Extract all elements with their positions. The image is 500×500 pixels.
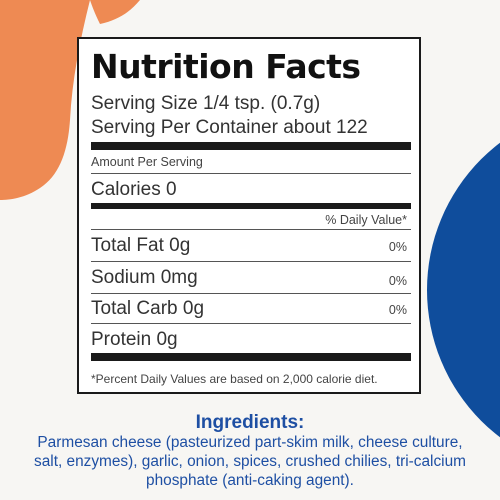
nutrient-daily-value: 0% [388,303,407,317]
divider [91,293,411,294]
footnote: *Percent Daily Values are based on 2,000… [91,372,378,386]
nutrient-name: Sodium 0mg [91,267,198,288]
nutrient-name: Protein 0g [91,329,178,350]
divider [91,261,411,262]
nutrient-name: Total Carb 0g [91,298,205,319]
label-title: Nutrition Facts [91,47,361,86]
nutrient-daily-value: 0% [388,274,407,288]
nutrient-name: Total Fat 0g [91,235,191,256]
servings-per-container: Serving Per Container about 122 [91,117,368,138]
amount-per-serving: Amount Per Serving [91,155,203,169]
ingredients-text: Parmesan cheese (pasteurized part-skim m… [34,434,466,489]
calories-row: Calories 0 [91,179,177,200]
thick-divider [91,353,411,361]
serving-size: Serving Size 1/4 tsp. (0.7g) [91,93,321,114]
divider [91,323,411,324]
ingredients-heading: Ingredients: [195,412,305,433]
daily-value-header: % Daily Value* [325,213,407,227]
orange-blob-top [90,0,140,24]
divider [91,229,411,230]
divider [91,173,411,174]
nutrient-daily-value: 0% [388,240,407,254]
thick-divider [91,142,411,150]
orange-blob [0,0,90,200]
nutrition-facts-label: Nutrition Facts Serving Size 1/4 tsp. (0… [77,37,421,394]
thick-divider [91,203,411,209]
blue-circle [427,142,500,438]
